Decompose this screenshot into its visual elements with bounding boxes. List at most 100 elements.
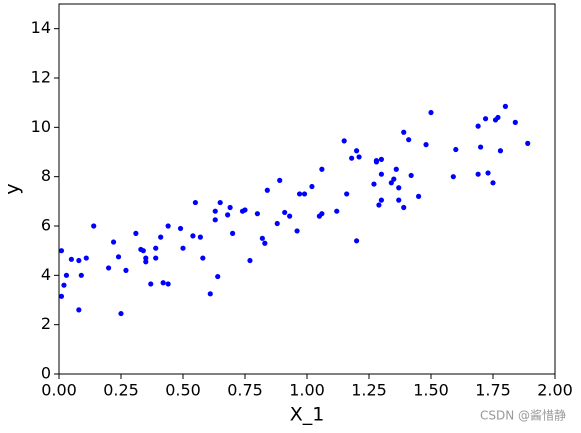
y-tick-label: 0 <box>41 364 51 383</box>
y-axis-label: y <box>2 183 24 194</box>
point <box>180 245 186 251</box>
point <box>512 119 518 125</box>
point <box>497 148 504 154</box>
point <box>212 217 218 223</box>
point <box>215 273 221 280</box>
point <box>143 255 149 261</box>
point <box>453 146 459 153</box>
x-axis-label: X_1 <box>290 404 325 426</box>
point <box>227 204 233 211</box>
point <box>376 202 382 208</box>
point <box>393 166 399 172</box>
point <box>207 291 213 297</box>
point <box>153 245 159 251</box>
point <box>140 248 146 254</box>
point <box>344 191 350 197</box>
point <box>378 197 384 203</box>
point <box>354 238 360 244</box>
point <box>63 272 70 278</box>
x-tick-label: 1.75 <box>475 381 511 400</box>
point <box>153 255 159 261</box>
point <box>371 181 377 187</box>
point <box>396 197 402 203</box>
x-tick-label: 0.25 <box>103 381 139 400</box>
x-tick-label: 2.00 <box>537 381 573 400</box>
point <box>192 199 198 206</box>
y-tick-label: 10 <box>31 117 51 136</box>
point <box>115 254 122 260</box>
point <box>490 180 496 186</box>
point <box>230 230 236 236</box>
point <box>58 293 65 299</box>
point <box>83 255 89 261</box>
point <box>197 234 203 240</box>
x-tick-label: 1.00 <box>289 381 325 400</box>
point <box>110 239 117 245</box>
point <box>217 199 223 206</box>
point <box>401 204 407 211</box>
point <box>416 193 422 199</box>
point <box>408 172 414 179</box>
point <box>68 256 74 262</box>
point <box>282 209 288 216</box>
point <box>143 259 149 265</box>
x-tick-label: 1.25 <box>351 381 387 400</box>
point <box>502 103 508 109</box>
point <box>78 272 84 278</box>
point <box>485 170 491 176</box>
point <box>91 223 97 229</box>
point <box>259 235 265 241</box>
point <box>391 176 397 182</box>
point <box>428 109 434 116</box>
point <box>301 191 308 197</box>
point <box>61 282 67 288</box>
point <box>334 208 340 214</box>
point <box>296 191 303 197</box>
point <box>165 281 171 287</box>
x-tick-label: 0.00 <box>41 381 77 400</box>
point <box>190 233 196 239</box>
point <box>133 230 139 236</box>
point <box>401 129 407 135</box>
point <box>76 307 82 313</box>
watermark: CSDN @酱惜静 <box>480 408 566 423</box>
plot-frame <box>58 3 556 375</box>
point <box>262 240 268 246</box>
point <box>287 213 293 219</box>
point <box>423 142 429 148</box>
point <box>356 154 362 160</box>
point <box>475 123 481 129</box>
point <box>309 183 315 190</box>
point <box>319 211 325 217</box>
y-tick-label: 4 <box>41 265 51 284</box>
point <box>118 310 124 317</box>
point <box>475 171 481 177</box>
x-tick-label: 1.50 <box>413 381 449 400</box>
point <box>354 148 360 154</box>
point <box>525 140 531 146</box>
point <box>242 207 248 213</box>
point <box>123 267 129 273</box>
point <box>264 187 270 193</box>
point <box>319 166 325 172</box>
point <box>254 211 260 217</box>
point <box>106 265 112 271</box>
x-tick-label: 0.50 <box>165 381 201 400</box>
point <box>482 116 489 122</box>
point <box>378 156 384 162</box>
point <box>378 171 384 177</box>
point <box>200 255 206 261</box>
point <box>274 220 280 227</box>
point <box>294 228 300 234</box>
point <box>388 180 394 186</box>
point <box>160 280 166 286</box>
point <box>225 212 231 218</box>
point <box>76 257 82 264</box>
y-tick-label: 2 <box>41 314 51 333</box>
point <box>396 185 402 191</box>
point <box>277 177 283 183</box>
y-tick-label: 8 <box>41 166 51 185</box>
point <box>373 158 380 164</box>
